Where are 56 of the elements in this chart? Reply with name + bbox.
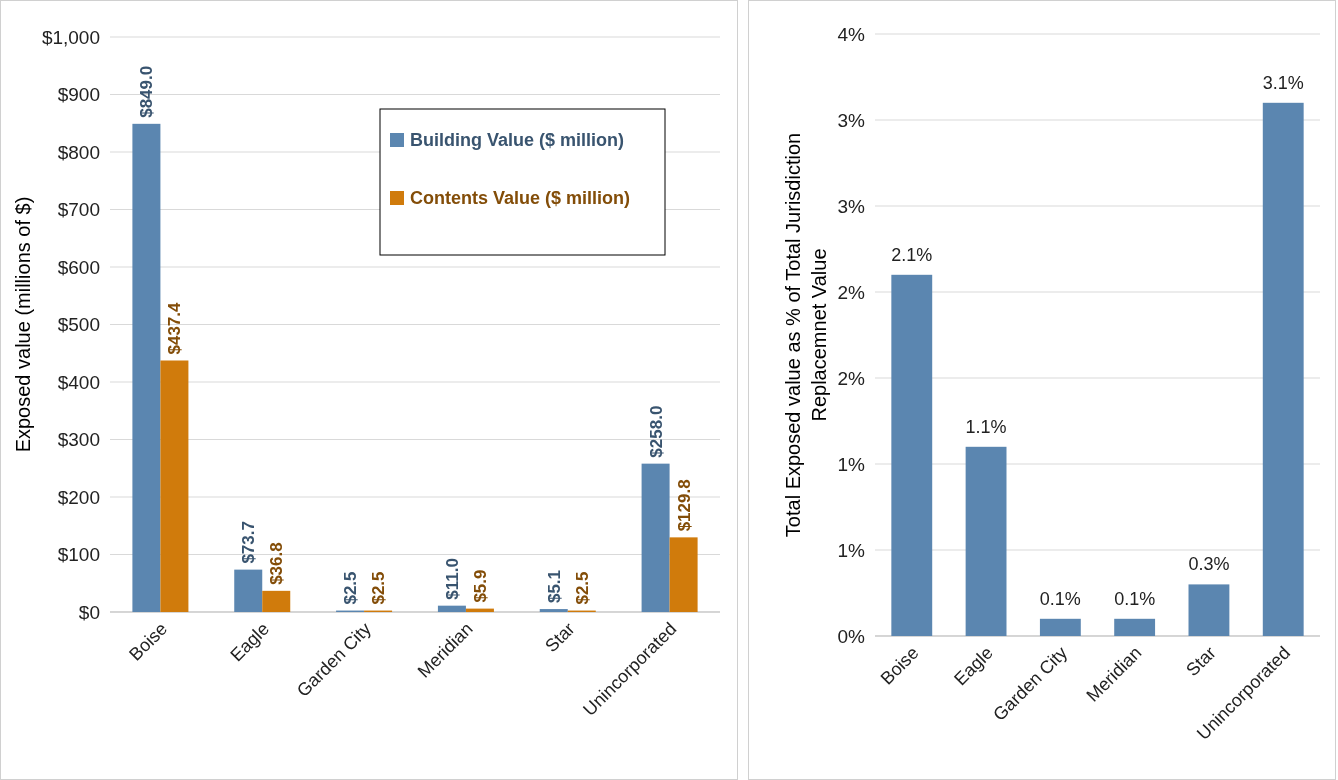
data-label: $258.0 (646, 405, 666, 458)
data-label: $129.8 (674, 479, 694, 532)
y-tick-label: $800 (57, 141, 100, 163)
bar (1114, 618, 1156, 636)
y-tick-label: $700 (57, 199, 100, 221)
data-label: $849.0 (137, 65, 157, 118)
y-tick-label: $500 (57, 314, 100, 336)
y-tick-label: $300 (57, 429, 100, 451)
bar (965, 446, 1007, 636)
bar (539, 609, 568, 612)
data-label: 0.1% (1039, 588, 1081, 609)
bar (262, 590, 291, 612)
bar (160, 360, 189, 612)
data-label: $73.7 (239, 521, 259, 564)
data-label: $437.4 (165, 301, 185, 355)
y-tick-label: $400 (57, 371, 100, 393)
y-tick-label: 1% (837, 453, 866, 475)
y-tick-label: 3% (837, 195, 866, 217)
x-tick-label: Star (541, 618, 579, 657)
y-tick-label: 3% (837, 109, 866, 131)
data-label: 1.1% (965, 416, 1007, 437)
bar (132, 123, 161, 612)
bar (234, 569, 263, 612)
y-tick-label: $600 (57, 256, 100, 278)
y-tick-label: $0 (78, 601, 100, 623)
data-label: $11.0 (442, 558, 462, 600)
data-label: $5.9 (470, 569, 490, 603)
y-tick-label: 2% (837, 281, 866, 303)
bar (437, 605, 466, 612)
y-tick-label: 4% (837, 23, 866, 45)
data-label: $5.1 (544, 569, 564, 604)
y-tick-label: $200 (57, 486, 100, 508)
legend-label: Building Value ($ million) (410, 130, 625, 150)
data-label: $2.5 (369, 571, 389, 605)
data-label: 3.1% (1262, 72, 1304, 93)
data-label: $36.8 (267, 542, 287, 585)
data-label: 0.1% (1114, 588, 1156, 609)
bar (641, 463, 670, 612)
bar (1262, 102, 1304, 636)
bar (1188, 584, 1230, 636)
bar (891, 274, 933, 636)
y-tick-label: $900 (57, 84, 100, 106)
legend-label: Contents Value ($ million) (410, 188, 631, 208)
data-label: 2.1% (891, 244, 933, 265)
bar (1039, 618, 1081, 636)
y-tick-label: 2% (837, 367, 866, 389)
y-tick-label: 1% (837, 539, 866, 561)
y-tick-label: 0% (837, 625, 866, 647)
y-axis-title: Total Exposed value as % of Total Jurisdiction Replacemnet Value (782, 132, 830, 538)
y-tick-label: $100 (57, 544, 100, 566)
data-label: $2.5 (341, 571, 361, 605)
y-tick-label: $1,000 (41, 26, 100, 48)
bar (669, 537, 698, 612)
data-label: 0.3% (1188, 554, 1230, 575)
y-axis-title: Exposed value (millions of $) (12, 196, 34, 453)
data-label: $2.5 (572, 571, 592, 605)
